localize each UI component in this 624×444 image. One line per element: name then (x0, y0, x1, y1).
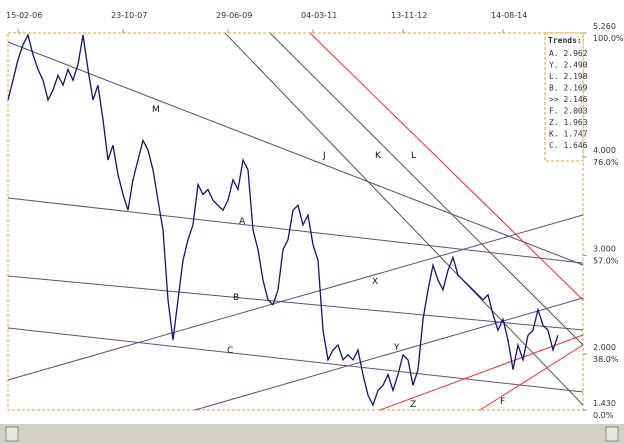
scrollbar[interactable] (0, 424, 624, 444)
trendline (7, 41, 584, 266)
x-tick-label: 14-08-14 (491, 11, 527, 20)
trendline (7, 327, 584, 393)
trendline-label: M (152, 105, 160, 115)
trend-item: B. 2.169 (549, 84, 588, 93)
trendline-label: C (227, 346, 233, 356)
y-tick-label: 5.260 (593, 22, 616, 31)
trend-item: L. 2.198 (549, 72, 588, 81)
trendline-label: F (500, 397, 505, 407)
x-tick-label: 15-02-06 (6, 11, 42, 20)
scroll-right[interactable] (605, 426, 619, 442)
trendline (7, 197, 584, 264)
trendline-label: A (239, 217, 246, 227)
trendlines (7, 32, 584, 411)
trendline (7, 214, 584, 381)
price-line (7, 33, 559, 407)
x-tick-label: 29-06-09 (216, 11, 252, 20)
y-tick-percent: 57.0% (593, 256, 619, 265)
trend-item: Z. 1.963 (549, 118, 588, 127)
trend-item: >> 2.146 (549, 95, 588, 104)
y-tick-percent: 76.0% (593, 158, 619, 167)
trendline-label: Y (393, 343, 400, 353)
y-tick-percent: 38.0% (593, 355, 619, 364)
y-tick-percent: 100.0% (593, 34, 624, 43)
trendline (7, 275, 584, 331)
trends-box (544, 32, 584, 162)
trendline-label: K (375, 151, 382, 161)
trendline-label: L (411, 151, 416, 161)
y-tick-label: 3.000 (593, 244, 616, 253)
trendline (479, 344, 584, 411)
scroll-left[interactable] (5, 426, 19, 442)
trendline (194, 297, 584, 411)
trend-item: A. 2.962 (549, 49, 588, 58)
x-tick-label: 04-03-11 (301, 11, 337, 20)
trend-item: Y. 2.490 (549, 61, 588, 70)
plot-frame (7, 32, 584, 411)
trendline (379, 334, 584, 411)
trendline-label: X (372, 277, 378, 287)
trends-title: Trends: (548, 36, 582, 45)
x-tick-label: 13-11-12 (391, 11, 427, 20)
trendline (224, 32, 584, 406)
y-tick-percent: 0.0% (593, 411, 614, 420)
trend-item: F. 2.003 (549, 107, 588, 116)
trend-item: K. 1.747 (549, 130, 588, 139)
trendline-label: J (322, 151, 326, 161)
y-tick-label: 2.000 (593, 343, 616, 352)
y-tick-label: 1.430 (593, 399, 616, 408)
trendline-label: B (233, 293, 239, 303)
trendline (269, 32, 584, 346)
x-tick-label: 23-10-07 (111, 11, 147, 20)
y-tick-label: 4.000 (593, 146, 616, 155)
trendline (309, 32, 584, 301)
trendline-label: Z (410, 400, 416, 410)
trend-item: C. 1.646 (549, 141, 588, 150)
